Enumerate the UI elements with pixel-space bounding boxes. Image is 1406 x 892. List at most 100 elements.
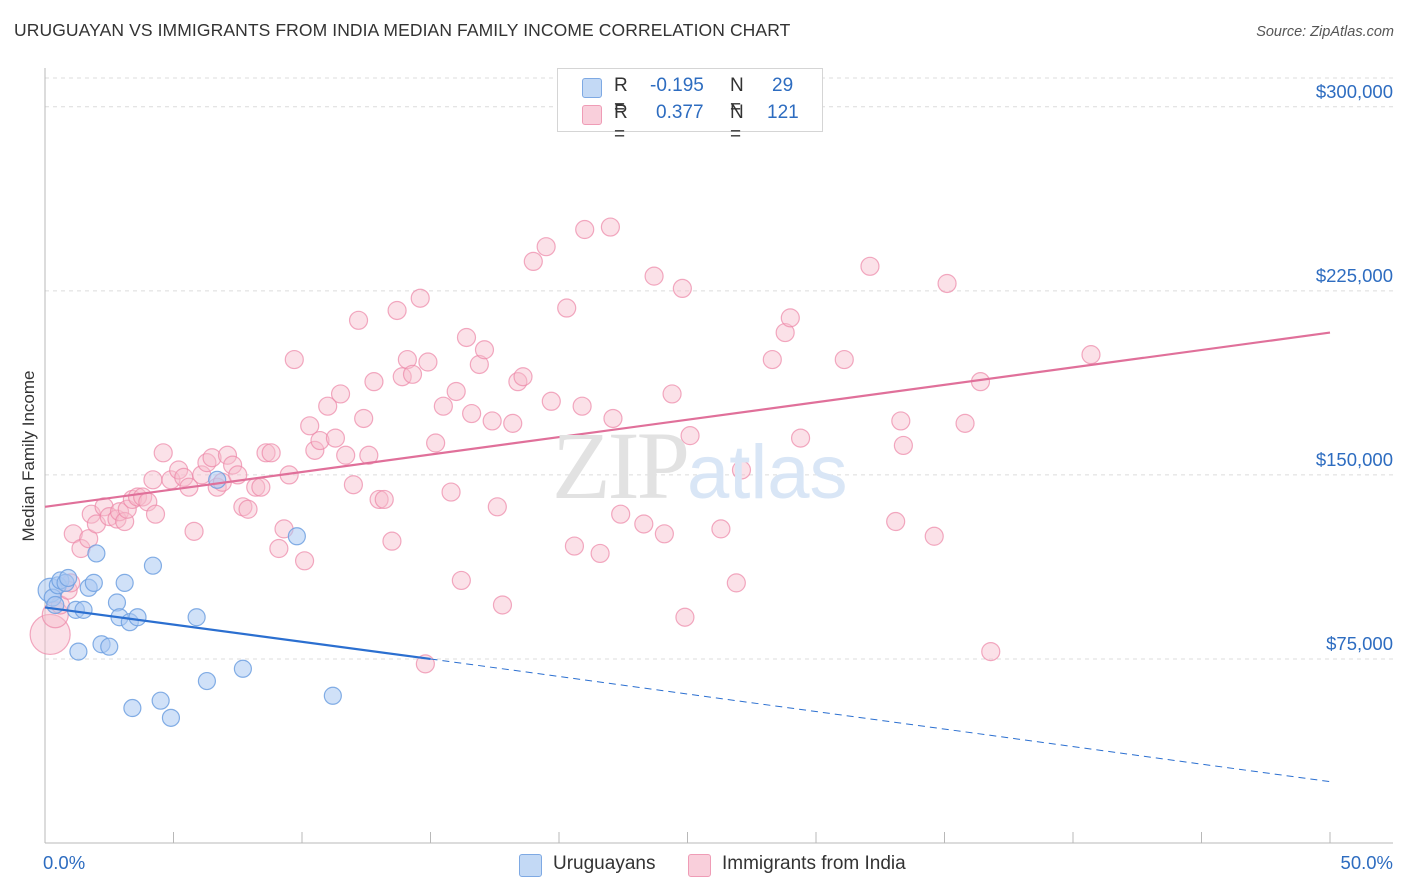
india-point (446, 381, 466, 402)
uruguayan-point (74, 600, 93, 619)
india-point (426, 433, 446, 453)
india-point (348, 310, 369, 330)
correlation-legend: R = -0.195 N = 29 R = 0.377 N = 121 (557, 68, 823, 145)
uruguayan-point (323, 686, 342, 705)
india-point (63, 524, 83, 544)
uruguayan-point (287, 527, 306, 546)
axes (44, 68, 1393, 844)
india-point (359, 445, 379, 465)
india-point (600, 217, 621, 237)
india-point (462, 403, 482, 424)
watermark-atlas: atlas (687, 430, 848, 515)
bottom-legend-swatch-india (688, 854, 711, 877)
india-point (474, 340, 495, 360)
chart-title: URUGUAYAN VS IMMIGRANTS FROM INDIA MEDIA… (14, 20, 791, 40)
uruguayan-point (128, 608, 147, 627)
india-point (711, 519, 731, 539)
uruguayan-point (59, 568, 78, 588)
uruguayan-point (69, 642, 88, 661)
india-point (590, 543, 610, 564)
y-axis-label: Median Family Income (19, 370, 38, 541)
tick-labels: $75,000 $150,000 $225,000 $300,000 0.0% 50.0% (43, 81, 1393, 873)
india-point (441, 482, 461, 502)
india-point (513, 367, 533, 387)
india-point (294, 551, 315, 571)
india-point (644, 266, 664, 286)
legend-swatch-india (582, 105, 602, 125)
india-point (503, 413, 523, 433)
legend-n-label: N = (730, 75, 744, 118)
uruguayan-point (100, 637, 119, 656)
bottom-legend-label-india: Immigrants from India (722, 853, 906, 874)
uruguayan-trend-extension (430, 658, 1331, 783)
india-point (184, 521, 204, 541)
india-point (261, 443, 281, 463)
india-point (790, 428, 811, 448)
uruguayan-point (197, 671, 217, 691)
india-point (456, 327, 477, 348)
y-tick-label: $75,000 (1326, 633, 1393, 654)
india-point (611, 504, 631, 524)
uruguayan-point (143, 556, 163, 575)
y-tick-label: $300,000 (1316, 81, 1393, 102)
y-tick-label: $225,000 (1316, 265, 1393, 286)
india-point (924, 526, 944, 546)
india-point (143, 470, 163, 490)
india-point (775, 322, 795, 343)
bottom-legend-swatch-uruguayans (519, 854, 542, 877)
uruguayan-point (46, 595, 65, 615)
source-label: Source: ZipAtlas.com (1256, 24, 1394, 40)
india-point (780, 308, 800, 328)
india-point (541, 391, 561, 411)
india-point (523, 251, 543, 272)
india-point (107, 509, 127, 529)
india-point (451, 570, 471, 591)
uruguayan-point (187, 608, 206, 627)
india-point (675, 607, 695, 627)
legend-r-value: 0.377 (656, 102, 704, 123)
legend-n-label: N = (730, 102, 744, 145)
india-point (402, 364, 423, 384)
india-point (433, 396, 453, 416)
india-point (153, 443, 173, 463)
bottom-legend-label-uruguayans: Uruguayans (553, 853, 656, 874)
india-point (891, 411, 911, 431)
uruguayan-trend-line (44, 606, 431, 661)
uruguayan-point (123, 698, 142, 718)
uruguayan-point (151, 691, 170, 710)
x-tick-label-max: 50.0% (1341, 852, 1393, 873)
india-point (330, 384, 351, 404)
india-point (387, 300, 407, 321)
india-point (364, 372, 384, 392)
india-point (572, 396, 592, 416)
india-point (382, 531, 402, 551)
india-point (482, 411, 502, 431)
india-point (223, 455, 243, 475)
india-point (662, 384, 682, 404)
india-point (127, 487, 148, 507)
india-point (731, 460, 752, 480)
india-point (492, 595, 513, 615)
india-point (269, 538, 289, 559)
india-point (145, 504, 166, 524)
trend-lines (44, 331, 1331, 783)
india-point (672, 278, 692, 299)
grid-lines (45, 77, 1393, 660)
india-point (893, 435, 913, 456)
uruguayan-point (115, 573, 134, 592)
uruguayan-point (208, 470, 227, 489)
india-point (1081, 345, 1101, 365)
india-point (343, 475, 363, 495)
uruguayan-point (233, 659, 252, 678)
india-point (354, 408, 374, 429)
india-point (410, 288, 430, 308)
india-point (603, 408, 623, 429)
india-point (981, 641, 1001, 662)
india-point (886, 511, 906, 532)
india-point (318, 396, 338, 416)
india-point (369, 489, 389, 510)
india-point (251, 477, 271, 497)
uruguayan-points (37, 470, 342, 727)
india-trend-line (44, 331, 1331, 508)
